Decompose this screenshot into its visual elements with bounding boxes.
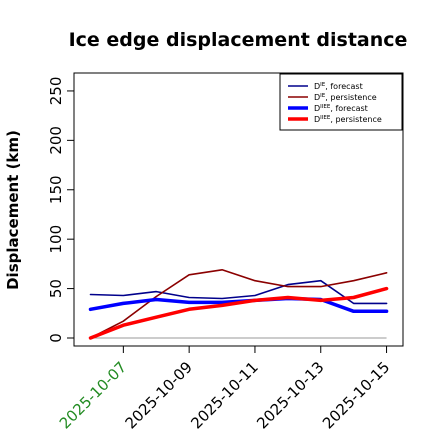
x-tick-label-2025-10-07: 2025-10-07: [56, 358, 130, 432]
series-line-3: [88, 296, 389, 314]
series-line-4: [88, 286, 389, 340]
legend: DIE, forecast DIE, persistence DIIEE, fore…: [279, 73, 403, 131]
y-axis: 0 50 100 150 200 250: [47, 77, 74, 343]
series-layer: [88, 268, 389, 340]
y-axis-label: Displacement (km): [4, 130, 22, 290]
legend-label-2: DIE, persistence: [314, 93, 377, 102]
x-tick-label-2025-10-09: 2025-10-09: [122, 358, 196, 432]
plot-frame: [73, 72, 404, 347]
series-line-1: [89, 279, 388, 305]
x-tick-label-2025-10-11: 2025-10-11: [187, 358, 261, 432]
legend-box: [279, 73, 403, 131]
y-tick-label-0: 0: [47, 333, 65, 343]
legend-label-3: DIIEE, forecast: [314, 104, 368, 113]
legend-label-1: DIE, forecast: [314, 82, 363, 91]
x-tick-label-2025-10-13: 2025-10-13: [253, 358, 327, 432]
y-tick-label-250: 250: [47, 77, 65, 106]
y-tick-label-50: 50: [47, 279, 65, 298]
legend-label-4: DIIEE, persistence: [314, 115, 382, 124]
x-axis: 2025-10-072025-10-092025-10-112025-10-13…: [56, 346, 393, 432]
chart-title: Ice edge displacement distance: [69, 29, 408, 51]
y-tick-label-100: 100: [47, 225, 65, 254]
y-tick-label-150: 150: [47, 175, 65, 204]
series-line-2: [89, 268, 388, 339]
y-tick-label-200: 200: [47, 126, 65, 155]
x-tick-label-2025-10-15: 2025-10-15: [319, 358, 393, 432]
